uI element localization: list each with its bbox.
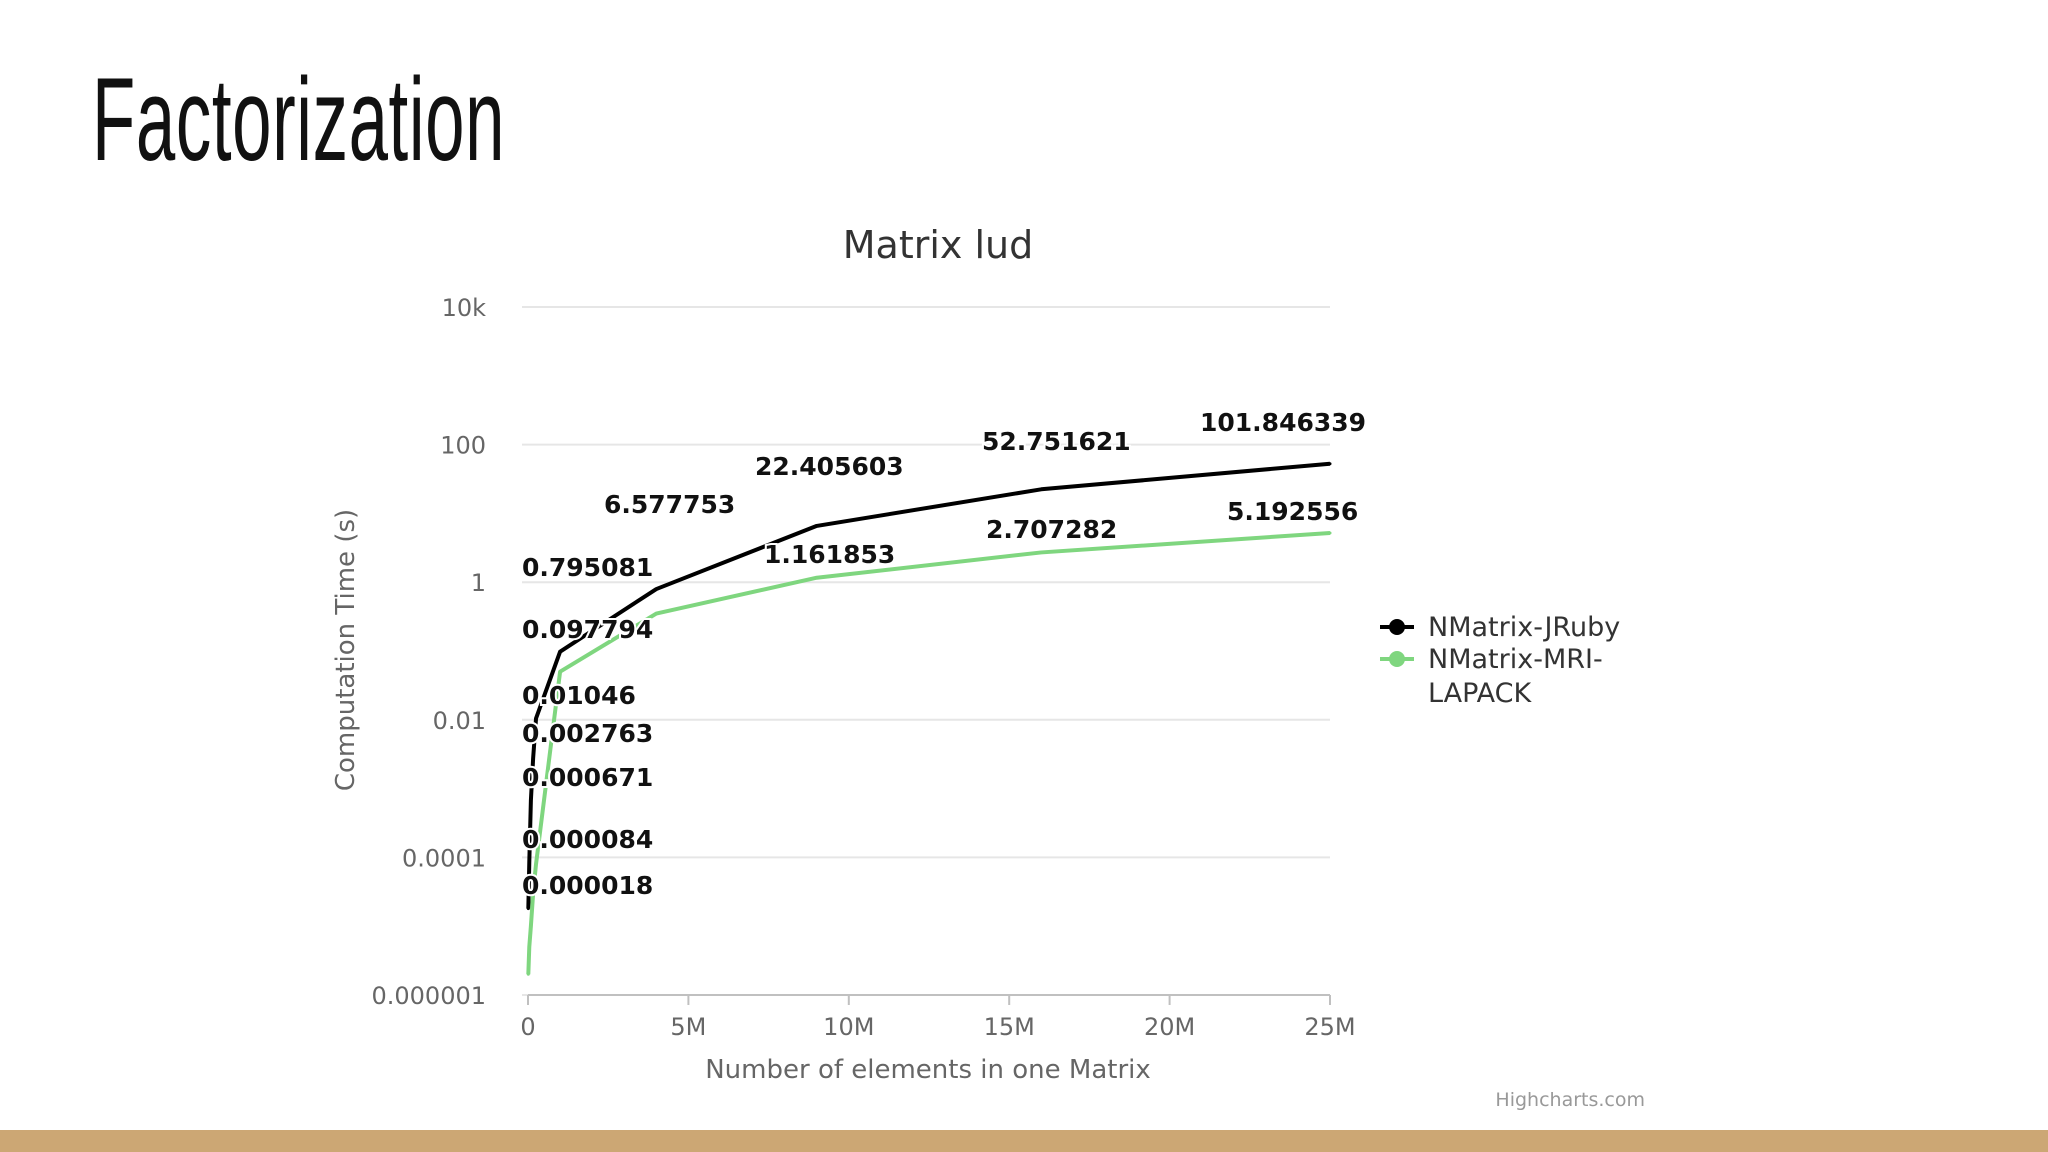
data-label: 0.795081 <box>522 553 653 582</box>
y-tick-label: 1 <box>471 569 486 597</box>
data-point <box>1039 550 1043 554</box>
data-point <box>1039 487 1043 491</box>
legend-item-label-line: LAPACK <box>1428 678 1533 709</box>
legend-item-label-line: NMatrix-MRI- <box>1428 644 1603 675</box>
data-point <box>527 945 531 949</box>
data-point <box>531 891 535 895</box>
data-labels: 0.000018 0.000084 0.000671 0.002763 0.01046 0… <box>520 406 1368 902</box>
data-label: 0.002763 <box>522 719 653 748</box>
data-label: 2.707282 <box>986 515 1117 544</box>
data-point <box>1328 462 1332 466</box>
legend-symbol-marker <box>1389 651 1405 667</box>
data-label: 0.01046 <box>522 681 636 710</box>
y-tick-label: 100 <box>440 432 486 460</box>
legend-item-label: NMatrix-JRuby <box>1428 612 1620 643</box>
x-axis-title: Number of elements in one Matrix <box>705 1055 1151 1085</box>
data-label: 0.000084 <box>522 825 653 854</box>
data-label: 52.751621 <box>982 427 1131 456</box>
series-layer <box>526 461 1332 976</box>
y-tick-label: 10k <box>442 294 487 322</box>
y-tick-label: 0.0001 <box>402 844 486 872</box>
data-point <box>654 612 658 616</box>
legend-item-label-line: NMatrix-JRuby <box>1428 612 1620 643</box>
series-line-1 <box>526 530 1331 975</box>
y-tick-label: 0.000001 <box>371 982 486 1010</box>
legend-symbol-marker <box>1389 619 1405 635</box>
data-label: 5.192556 <box>1227 497 1358 526</box>
data-label: 0.000671 <box>522 763 653 792</box>
series-line-0 <box>526 461 1331 909</box>
data-point <box>534 716 538 720</box>
legend-item-label: NMatrix-MRI-LAPACK <box>1428 644 1603 709</box>
data-point <box>654 587 658 591</box>
data-label: 6.577753 <box>604 490 735 519</box>
data-point <box>526 907 530 911</box>
data-label: 0.000018 <box>522 871 653 900</box>
chart-title: Matrix lud <box>843 223 1033 267</box>
data-label: 22.405603 <box>755 452 904 481</box>
data-point <box>815 524 819 528</box>
data-label: 0.097794 <box>522 615 653 644</box>
axes: 0.000001 0.0001 0.01 1 100 10k 0 5M 10M 15M 20M 25M <box>371 294 1355 1041</box>
data-label: 101.846339 <box>1200 408 1366 437</box>
data-point <box>527 861 531 865</box>
y-axis-title: Computation Time (s) <box>331 509 361 791</box>
data-point <box>534 862 538 866</box>
x-tick-label: 15M <box>984 1013 1035 1041</box>
x-tick-label: 25M <box>1304 1013 1355 1041</box>
data-point <box>815 576 819 580</box>
data-point <box>1328 531 1332 535</box>
credits-label[interactable]: Highcharts.com <box>1495 1089 1645 1111</box>
data-point <box>558 650 562 654</box>
data-point <box>526 972 530 976</box>
slide-title: Factorization <box>92 54 506 186</box>
x-tick-label: 5M <box>670 1013 706 1041</box>
data-point <box>558 670 562 674</box>
data-point <box>529 799 533 803</box>
x-tick-label: 10M <box>823 1013 874 1041</box>
data-point <box>531 756 535 760</box>
data-label: 1.161853 <box>764 540 895 569</box>
y-tick-label: 0.01 <box>433 707 486 735</box>
x-tick-label: 20M <box>1144 1013 1195 1041</box>
footer-bar <box>0 1130 2048 1152</box>
data-point <box>529 924 533 928</box>
x-tick-label: 0 <box>520 1013 535 1041</box>
